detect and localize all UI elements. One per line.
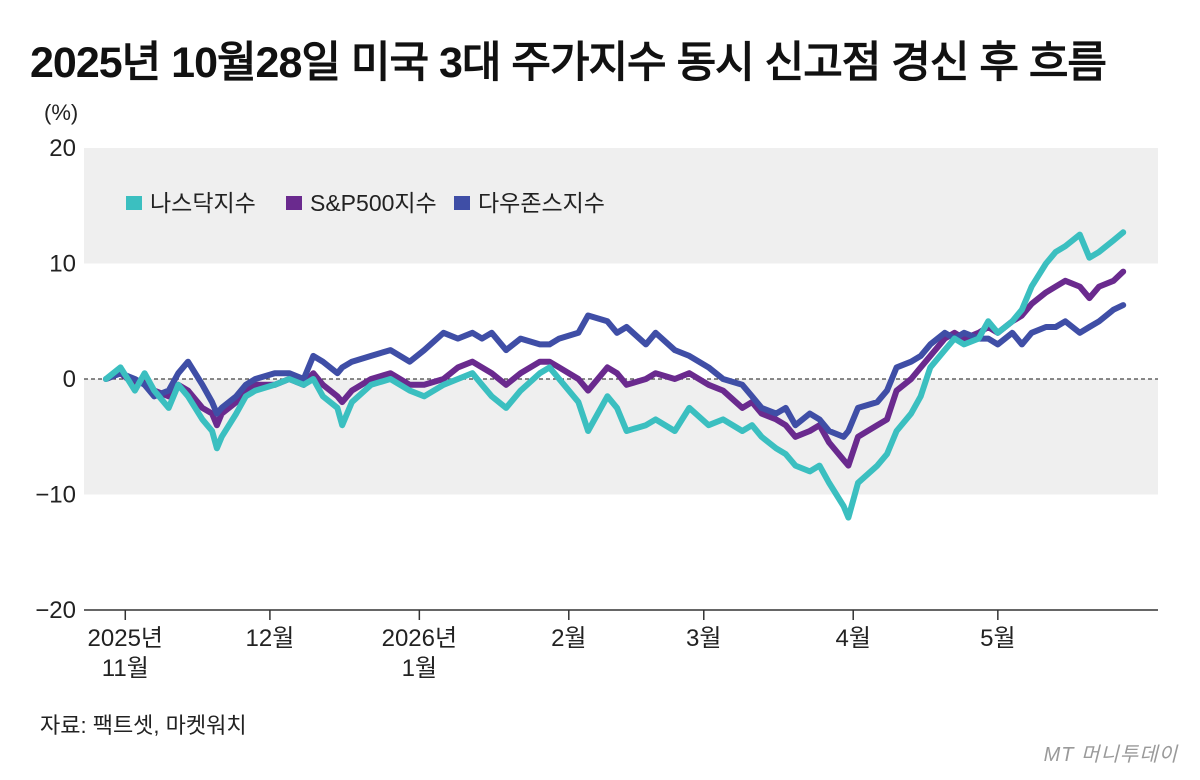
grid-band-1 (84, 379, 1158, 495)
y-tick-label: 0 (63, 366, 76, 393)
y-tick-label: −10 (35, 482, 76, 509)
x-tick-label: 3월 (686, 625, 721, 652)
y-tick-label: 20 (49, 135, 76, 162)
legend: 나스닥지수 S&P500지수 다우존스지수 (126, 190, 605, 216)
grid-band-0 (84, 148, 1158, 264)
legend-label: 다우존스지수 (478, 190, 605, 216)
legend-label: S&P500지수 (310, 190, 437, 216)
y-axis-unit-label: (%) (44, 100, 78, 125)
x-tick-label: 1월 (402, 655, 437, 682)
source-note: 자료: 팩트셋, 마켓워치 (40, 713, 247, 738)
legend-swatch (286, 196, 302, 210)
x-tick-label: 12월 (246, 625, 295, 652)
x-axis-ticks: 2025년 11월 12월 2026년 1월 2월 3월 4월 5월 (88, 610, 1016, 682)
publisher-watermark: MT 머니투데이 (1043, 744, 1178, 766)
series-lines (103, 229, 1127, 521)
x-tick-label: 11월 (102, 655, 149, 682)
legend-swatch (126, 196, 142, 210)
y-tick-label: 10 (49, 251, 76, 278)
background-bands (84, 148, 1158, 495)
chart-title: 2025년 10월28일 미국 3대 주가지수 동시 신고점 경신 후 흐름 (30, 39, 1107, 87)
x-tick-label: 2025년 (88, 625, 163, 652)
series-line-0 (103, 229, 1127, 521)
x-tick-label: 4월 (835, 625, 870, 652)
legend-swatch (454, 196, 470, 210)
x-tick-label: 2월 (551, 625, 586, 652)
legend-label: 나스닥지수 (150, 190, 256, 216)
y-axis-ticks: 20 10 0 −10 −20 (35, 135, 76, 624)
y-tick-label: −20 (35, 597, 76, 624)
series-line-2 (103, 302, 1127, 440)
x-tick-label: 5월 (980, 625, 1015, 652)
x-tick-label: 2026년 (382, 625, 457, 652)
